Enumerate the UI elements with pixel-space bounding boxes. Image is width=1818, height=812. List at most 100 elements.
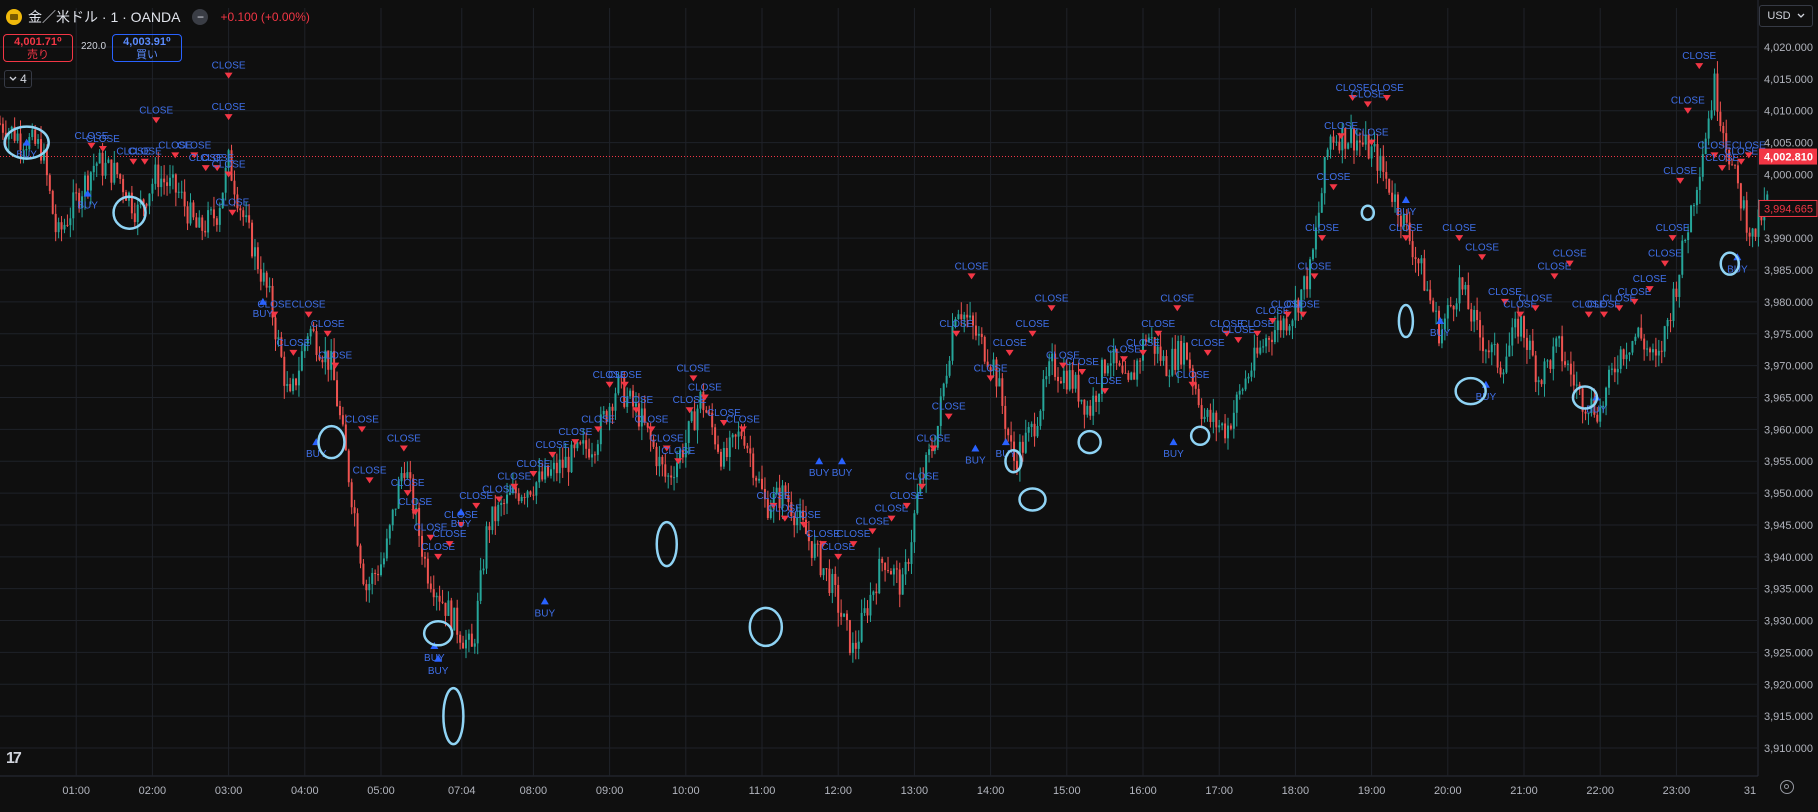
candle-body xyxy=(758,478,761,481)
candle-body xyxy=(1191,368,1194,383)
candle-body xyxy=(1206,409,1209,417)
close-signal-label: CLOSE xyxy=(116,147,150,158)
candle-body xyxy=(40,139,43,161)
candle-body xyxy=(1323,157,1326,194)
candle-body xyxy=(772,493,775,510)
sell-button[interactable]: 4,001.71⁰ 売り xyxy=(3,34,73,62)
candle-body xyxy=(1229,425,1232,429)
candle-body xyxy=(297,370,300,386)
candle-body xyxy=(552,462,555,470)
candle-body xyxy=(936,425,939,448)
candle-body xyxy=(1484,350,1487,352)
time-tick-label: 21:00 xyxy=(1510,785,1538,797)
candle-body xyxy=(1379,155,1382,171)
close-marker-icon xyxy=(411,509,420,516)
close-signal-label: CLOSE xyxy=(1355,128,1389,139)
tradingview-logo[interactable]: 17 xyxy=(6,750,22,767)
buy-button[interactable]: 4,003.91⁰ 買い xyxy=(112,34,182,62)
close-signal-label: CLOSE xyxy=(1210,319,1244,330)
close-signal-label: CLOSE xyxy=(608,370,642,381)
candle-body xyxy=(1080,399,1083,402)
collapse-minus-icon[interactable]: − xyxy=(192,9,209,25)
close-marker-icon xyxy=(1660,260,1669,267)
candle-body xyxy=(1218,425,1221,428)
candle-body xyxy=(1534,355,1537,383)
close-signal-label: CLOSE xyxy=(650,433,684,444)
candle-body xyxy=(186,206,189,224)
symbol-title[interactable]: 金／米ドル · 1 · OANDA xyxy=(28,9,181,25)
candle-body xyxy=(1725,133,1728,150)
buy-marker-icon xyxy=(838,457,847,465)
close-marker-icon xyxy=(457,521,466,528)
candle-body xyxy=(312,328,315,332)
close-signal-label: CLOSE xyxy=(1046,351,1080,362)
close-signal-label: CLOSE xyxy=(1286,300,1320,311)
close-signal-label: CLOSE xyxy=(1442,223,1476,234)
candle-body xyxy=(942,383,945,397)
close-signal-label: CLOSE xyxy=(1587,300,1621,311)
settings-icon[interactable] xyxy=(1780,780,1794,794)
buy-label: 買い xyxy=(136,49,158,61)
close-signal-label: CLOSE xyxy=(398,497,432,508)
close-signal-label: CLOSE xyxy=(1370,83,1404,94)
time-axis[interactable]: 001:0002:0003:0004:0005:0007:0408:0009:0… xyxy=(0,785,1756,797)
close-signal-label: CLOSE xyxy=(1065,357,1099,368)
candle-body xyxy=(1265,338,1268,347)
candle-body xyxy=(1338,141,1341,151)
price-axis-panel xyxy=(1758,0,1818,812)
close-marker-icon xyxy=(1203,349,1212,356)
candle-body xyxy=(72,192,75,219)
candle-body xyxy=(48,175,51,191)
strategy-signals: CLOSE CLOSE CLOSE CLOSE CLOSE CLOSE CLOSE CLOSE… xyxy=(16,51,1766,677)
candle-body xyxy=(116,162,119,175)
candle-body xyxy=(520,496,523,502)
candle-body xyxy=(1411,241,1414,258)
candle-body xyxy=(218,208,221,225)
candle-body xyxy=(1270,339,1273,343)
time-tick-label: 08:00 xyxy=(520,785,548,797)
candle-body xyxy=(1276,320,1279,331)
candle-body xyxy=(740,431,743,437)
candle-body xyxy=(1540,380,1543,385)
candle-body xyxy=(1687,232,1690,241)
price-tick-label: 3,965.000 xyxy=(1764,393,1813,405)
candle-body xyxy=(1329,136,1332,150)
currency-selector[interactable]: USD xyxy=(1759,5,1813,27)
candle-body xyxy=(204,230,207,233)
candle-body xyxy=(1194,382,1197,389)
close-signal-label: CLOSE xyxy=(1305,223,1339,234)
candle-body xyxy=(1385,172,1388,179)
candle-body xyxy=(658,456,661,467)
candle-body xyxy=(479,570,482,601)
close-marker-icon xyxy=(228,209,237,216)
candle-body xyxy=(1643,338,1646,350)
close-signal-label: CLOSE xyxy=(1297,261,1331,272)
candle-body xyxy=(1347,143,1350,149)
candle-body xyxy=(476,600,479,644)
candle-body xyxy=(676,462,679,478)
candle-body xyxy=(1144,339,1147,342)
candle-body xyxy=(1382,155,1385,173)
candle-body xyxy=(418,507,421,536)
candle-body xyxy=(1520,316,1523,337)
close-signal-label: CLOSE xyxy=(212,61,246,72)
candle-body xyxy=(966,314,969,318)
candle-body xyxy=(1731,164,1734,166)
candle-body xyxy=(95,163,98,166)
candle-body xyxy=(1133,372,1136,380)
candle-body xyxy=(377,574,380,576)
candle-body xyxy=(684,442,687,458)
highlight-circle xyxy=(1397,303,1415,339)
close-marker-icon xyxy=(1382,94,1391,101)
candle-body xyxy=(1408,222,1411,242)
close-marker-icon xyxy=(357,426,366,433)
candle-body xyxy=(75,192,78,194)
candle-body xyxy=(799,510,802,518)
indicator-toggle-button[interactable]: 4 xyxy=(4,70,32,88)
price-axis[interactable]: 4,020.000 4,015.000 4,010.000 4,005.000 4,00… xyxy=(1758,42,1818,755)
candle-body xyxy=(359,545,362,564)
close-marker-icon xyxy=(738,426,747,433)
candle-body xyxy=(327,350,330,370)
candle-body xyxy=(1297,299,1300,313)
